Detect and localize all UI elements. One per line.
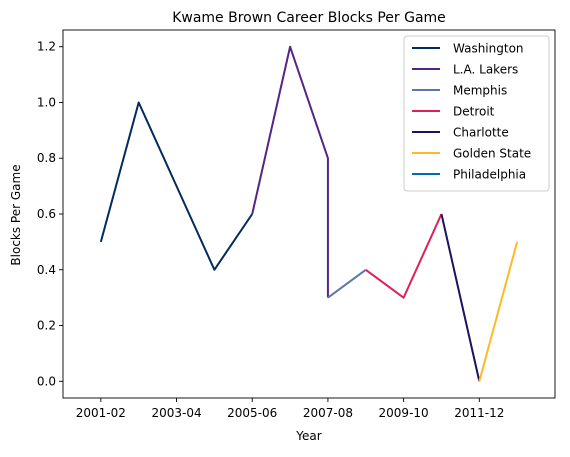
- y-tick-label-3: 0.6: [37, 207, 56, 221]
- series-line-0: [99, 101, 254, 271]
- x-tick-label-1: 2003-04: [151, 406, 201, 420]
- y-tick-label-5: 1.0: [37, 95, 56, 109]
- y-axis-label: Blocks Per Game: [9, 164, 23, 265]
- x-tick-label-4: 2009-10: [379, 406, 429, 420]
- legend: Washington L.A. Lakers Memphis Detroit Charl…: [403, 35, 550, 192]
- y-tick-label-1: 0.2: [37, 319, 56, 333]
- series-line-3: [365, 213, 443, 299]
- series-line-5: [478, 241, 519, 382]
- y-tick-label-6: 1.2: [37, 40, 56, 54]
- series-line-2: [327, 268, 367, 299]
- y-tick-label-2: 0.4: [37, 263, 56, 277]
- x-axis-label: Year: [295, 429, 321, 443]
- x-tick-label-3: 2007-08: [303, 406, 353, 420]
- chart-title: Kwame Brown Career Blocks Per Game: [172, 10, 446, 26]
- legend-frame: [403, 35, 550, 192]
- legend-label-2: Memphis: [453, 84, 507, 98]
- legend-label-6: Philadelphia: [453, 168, 526, 182]
- x-tick-label-2: 2005-06: [227, 406, 277, 420]
- series-line-4: [440, 213, 481, 382]
- legend-label-5: Golden State: [453, 147, 531, 161]
- legend-label-0: Washington: [453, 42, 524, 56]
- y-tick-label-4: 0.8: [37, 151, 56, 165]
- y-tick-label-0: 0.0: [37, 374, 56, 388]
- x-tick-label-0: 2001-02: [76, 406, 126, 420]
- plot-area: 2001-02 2003-04 2005-06 2007-08 2009-10 2011-…: [37, 29, 556, 420]
- legend-label-3: Detroit: [453, 105, 495, 119]
- x-tick-label-5: 2011-12: [454, 406, 504, 420]
- legend-label-1: L.A. Lakers: [453, 63, 518, 77]
- legend-label-4: Charlotte: [453, 126, 509, 140]
- series-line-1: [251, 45, 329, 298]
